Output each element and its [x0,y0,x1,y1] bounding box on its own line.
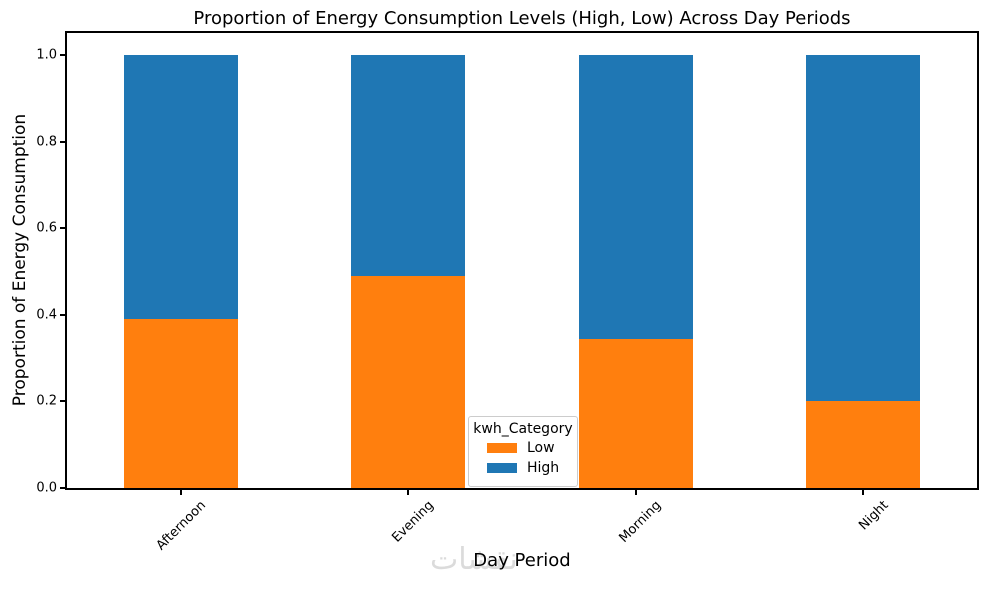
x-tick-mark [634,488,637,495]
legend-label-high: High [527,460,560,476]
y-tick-label: 0.0 [36,480,57,496]
y-tick-label: 0.2 [36,393,57,409]
bar-segment-night-low [806,401,921,488]
legend-rows: Low High [469,438,577,478]
legend-swatch-high [487,463,517,473]
y-tick-mark [60,54,67,56]
y-tick-label: 0.4 [36,307,57,323]
legend-row-high: High [469,458,577,478]
x-tick-mark [862,488,865,495]
legend-label-low: Low [527,440,555,456]
y-tick-mark [60,140,67,143]
bar-segment-night-high [806,55,921,402]
y-tick-mark [60,487,67,489]
bar-segment-evening-high [351,55,466,276]
y-tick-label: 1.0 [36,47,57,63]
legend: kwh_Category Low High [468,416,578,487]
legend-row-low: Low [469,438,577,458]
x-axis-label: Day Period [473,550,571,571]
y-tick-mark [60,227,67,230]
watermark: نقشات [430,542,518,577]
bar-segment-afternoon-high [123,55,238,320]
y-tick-mark [60,313,67,316]
x-tick-mark [407,488,410,495]
x-tick-label-afternoon: Afternoon [153,498,210,554]
bar-segment-evening-low [351,275,466,488]
legend-title: kwh_Category [473,421,573,437]
plot-area [65,31,979,490]
y-tick-label: 0.6 [36,220,57,236]
bar-segment-afternoon-low [123,319,238,488]
y-axis-label: Proportion of Energy Consumption [10,113,30,407]
x-tick-mark [179,488,182,495]
legend-swatch-low [487,443,517,453]
y-tick-label: 0.8 [36,134,57,150]
bar-segment-morning-low [578,338,693,488]
x-tick-label-morning: Morning [616,498,665,546]
chart-title: Proportion of Energy Consumption Levels … [193,8,851,29]
x-tick-label-night: Night [856,498,892,534]
x-tick-label-evening: Evening [389,498,437,546]
bar-segment-morning-high [578,55,693,339]
y-tick-mark [60,400,67,403]
